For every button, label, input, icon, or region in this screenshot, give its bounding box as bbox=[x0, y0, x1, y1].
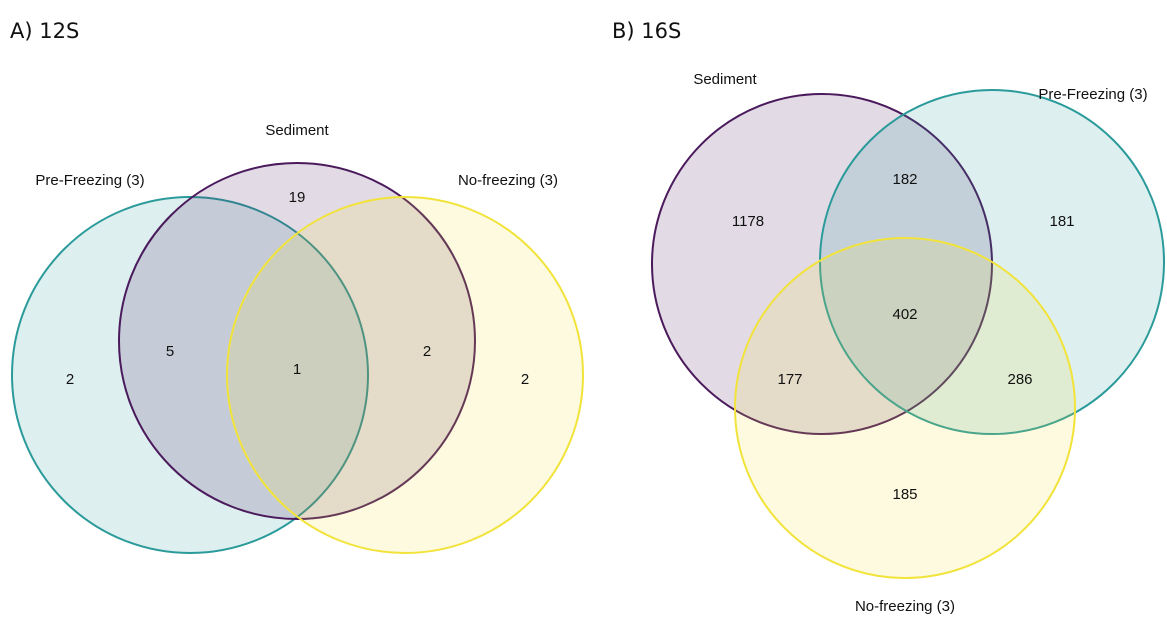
set-label: Sediment bbox=[265, 122, 329, 139]
region-count: 19 bbox=[289, 189, 306, 206]
region-count: 185 bbox=[892, 486, 917, 503]
set-label: Pre-Freezing (3) bbox=[35, 172, 144, 189]
region-count: 182 bbox=[892, 171, 917, 188]
set-circle bbox=[118, 162, 476, 520]
region-count: 2 bbox=[423, 343, 431, 360]
set-label: No-freezing (3) bbox=[855, 598, 955, 615]
set-circle bbox=[651, 93, 993, 435]
region-count: 2 bbox=[521, 371, 529, 388]
venn-chart: A) 12S Pre-Freezing (3) Sediment No-freezin… bbox=[10, 19, 584, 554]
set-label: No-freezing (3) bbox=[458, 172, 558, 189]
region-count: 2 bbox=[66, 371, 74, 388]
region-count: 1 bbox=[293, 361, 301, 378]
region-count: 402 bbox=[892, 306, 917, 323]
region-count: 181 bbox=[1049, 213, 1074, 230]
region-count: 5 bbox=[166, 343, 174, 360]
region-count: 177 bbox=[777, 371, 802, 388]
chart-title: A) 12S bbox=[10, 19, 79, 43]
set-label: Pre-Freezing (3) bbox=[1038, 86, 1147, 103]
venn-chart: B) 16S Sediment Pre-Freezing (3) No-freezin… bbox=[612, 19, 1165, 615]
set-circle bbox=[11, 196, 369, 554]
set-circle bbox=[226, 196, 584, 554]
chart-title: B) 16S bbox=[612, 19, 681, 43]
set-label: Sediment bbox=[693, 71, 757, 88]
set-circle bbox=[734, 237, 1076, 579]
region-count: 1178 bbox=[732, 213, 764, 230]
region-count: 286 bbox=[1007, 371, 1032, 388]
